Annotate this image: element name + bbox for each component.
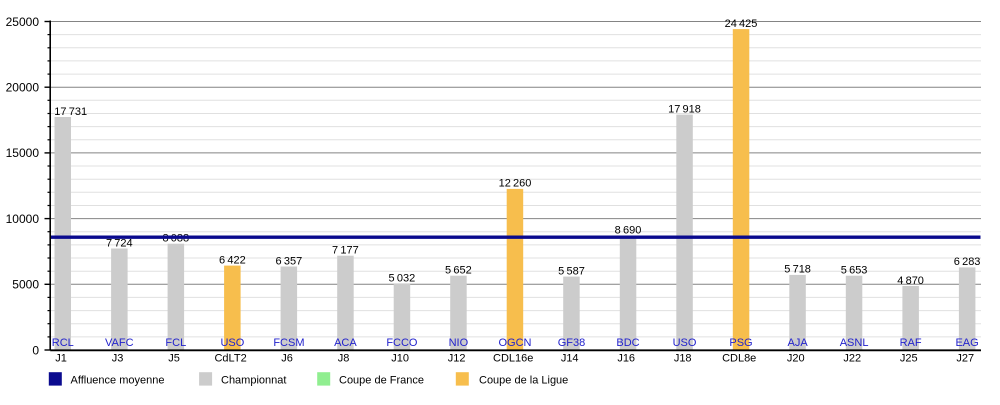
- svg-text:5 718: 5 718: [784, 264, 811, 276]
- svg-text:J22: J22: [843, 352, 861, 364]
- svg-text:Championnat: Championnat: [221, 375, 286, 387]
- svg-text:8 690: 8 690: [615, 225, 642, 237]
- svg-text:CdLT2: CdLT2: [214, 352, 246, 364]
- svg-text:J27: J27: [956, 352, 974, 364]
- svg-text:VAFC: VAFC: [105, 337, 134, 349]
- svg-text:USO: USO: [673, 337, 697, 349]
- svg-text:Affluence moyenne: Affluence moyenne: [71, 375, 165, 387]
- svg-text:J12: J12: [448, 352, 466, 364]
- svg-text:FCCO: FCCO: [386, 337, 418, 349]
- svg-text:OGCN: OGCN: [499, 337, 532, 349]
- svg-text:J8: J8: [338, 352, 350, 364]
- svg-text:BDC: BDC: [616, 337, 639, 349]
- svg-text:FCSM: FCSM: [273, 337, 304, 349]
- svg-text:CDL16e: CDL16e: [493, 352, 533, 364]
- svg-text:FCL: FCL: [165, 337, 186, 349]
- svg-text:7 724: 7 724: [106, 237, 133, 249]
- svg-text:J14: J14: [561, 352, 579, 364]
- svg-text:10000: 10000: [6, 212, 40, 226]
- svg-text:PSG: PSG: [729, 337, 752, 349]
- svg-text:Coupe de la Ligue: Coupe de la Ligue: [479, 375, 568, 387]
- svg-text:J25: J25: [900, 352, 918, 364]
- svg-text:6 357: 6 357: [276, 255, 303, 267]
- svg-text:GF38: GF38: [558, 337, 586, 349]
- svg-text:5 653: 5 653: [841, 265, 868, 277]
- svg-text:RAF: RAF: [900, 337, 922, 349]
- svg-text:J20: J20: [787, 352, 805, 364]
- svg-text:5 032: 5 032: [389, 273, 416, 285]
- svg-text:17 731: 17 731: [54, 106, 87, 118]
- svg-text:5000: 5000: [12, 278, 39, 292]
- svg-text:USO: USO: [220, 337, 244, 349]
- svg-text:25000: 25000: [6, 15, 40, 29]
- svg-text:J1: J1: [55, 352, 67, 364]
- svg-text:RCL: RCL: [52, 337, 74, 349]
- svg-text:5 587: 5 587: [558, 265, 585, 277]
- svg-text:6 283: 6 283: [954, 256, 981, 268]
- svg-text:20000: 20000: [6, 81, 40, 95]
- svg-text:7 177: 7 177: [332, 245, 359, 257]
- svg-text:Coupe de France: Coupe de France: [339, 375, 424, 387]
- svg-text:J10: J10: [391, 352, 409, 364]
- svg-text:4 870: 4 870: [897, 275, 924, 287]
- svg-text:17 918: 17 918: [668, 103, 701, 115]
- svg-text:CDL8e: CDL8e: [722, 352, 756, 364]
- svg-text:J5: J5: [168, 352, 180, 364]
- svg-text:J18: J18: [674, 352, 692, 364]
- svg-text:J6: J6: [281, 352, 293, 364]
- svg-text:AJA: AJA: [788, 337, 809, 349]
- svg-text:ASNL: ASNL: [840, 337, 869, 349]
- svg-text:5 652: 5 652: [445, 265, 472, 277]
- svg-text:NIO: NIO: [449, 337, 469, 349]
- svg-text:ACA: ACA: [334, 337, 357, 349]
- svg-text:15000: 15000: [6, 146, 40, 160]
- svg-text:J16: J16: [617, 352, 635, 364]
- svg-text:24 425: 24 425: [725, 18, 758, 30]
- svg-text:J3: J3: [112, 352, 124, 364]
- svg-text:6 422: 6 422: [219, 254, 246, 266]
- svg-text:0: 0: [32, 343, 39, 357]
- svg-text:12 260: 12 260: [499, 178, 532, 190]
- svg-text:EAG: EAG: [955, 337, 978, 349]
